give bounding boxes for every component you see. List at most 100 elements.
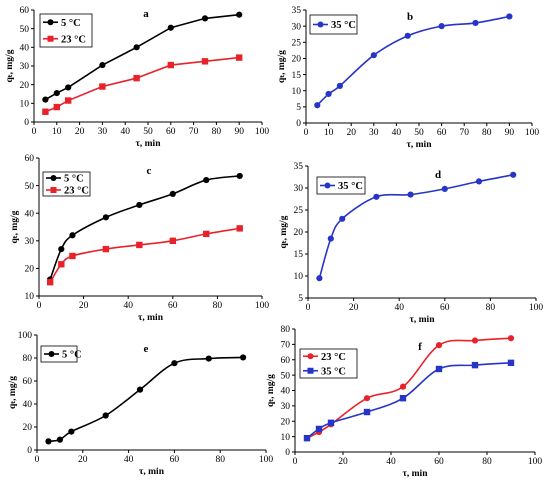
data-point: [471, 361, 479, 369]
y-tick-label: 60: [25, 154, 35, 164]
data-point: [236, 225, 243, 232]
y-tick-label: 10: [294, 272, 304, 282]
y-tick-label: 50: [25, 182, 35, 192]
x-tick-label: 40: [392, 128, 402, 138]
y-tick-label: 40: [25, 209, 35, 219]
legend-marker: [50, 187, 57, 193]
data-point: [133, 44, 140, 51]
y-tick-label: 0: [285, 448, 290, 458]
y-axis-title: qₜ, mg/g: [5, 49, 15, 82]
y-tick-label: 0: [24, 118, 29, 128]
y-axis-title: qₜ, mg/g: [266, 374, 276, 407]
data-point: [102, 214, 109, 221]
data-point: [435, 342, 443, 349]
y-tick-label: 30: [294, 184, 304, 194]
data-point: [68, 428, 75, 435]
legend-label: 35 °C: [331, 20, 356, 31]
y-tick-label: 15: [294, 250, 304, 260]
data-point: [438, 23, 445, 30]
x-axis-title: τ, min: [136, 139, 162, 149]
y-tick-label: 100: [18, 331, 33, 341]
series-line: [48, 356, 244, 443]
data-point: [65, 84, 72, 91]
x-tick-label: 40: [124, 455, 134, 465]
y-tick-label: 40: [20, 44, 30, 54]
x-tick-label: 20: [79, 301, 89, 311]
data-point: [475, 178, 483, 185]
y-tick-label: 25: [294, 206, 304, 216]
x-tick-label: 80: [482, 128, 492, 138]
panel-d: 0 20 40 60 80 100 5 10 15 20 25 30 35 τ, min qₜ, mg/g d…: [279, 162, 543, 325]
y-tick-label: 20: [281, 417, 291, 427]
y-tick-label: 5: [296, 103, 301, 113]
data-point: [65, 97, 72, 104]
y-axis-title: qₜ, mg/g: [277, 50, 287, 83]
y-tick-label: 80: [281, 325, 291, 335]
x-tick-label: 70: [459, 128, 469, 138]
y-tick-label: 20: [23, 423, 33, 433]
data-point: [303, 434, 311, 442]
x-tick-label: 60: [437, 128, 447, 138]
panel-e: 0 20 40 60 80 100 0 20 40 60 80 100 τ, min qₜ, mg/g e 5…: [8, 331, 273, 477]
data-point: [102, 245, 110, 253]
data-point: [370, 52, 377, 59]
panel-letter: c: [147, 165, 152, 177]
y-tick-label: 25: [292, 38, 302, 48]
legend-label: 23 °C: [321, 352, 346, 363]
x-tick-label: 90: [234, 127, 244, 137]
y-axis-title: qₜ, mg/g: [10, 210, 20, 243]
y-tick-label: 30: [20, 62, 30, 72]
data-point: [169, 190, 176, 197]
data-point: [325, 90, 332, 98]
y-tick-label: 30: [281, 402, 291, 412]
legend-label: 5 °C: [62, 350, 82, 361]
x-axis-title: τ, min: [139, 467, 165, 477]
x-tick-label: 30: [369, 128, 379, 138]
x-tick-label: 40: [120, 127, 130, 137]
x-axis-title: τ, min: [138, 313, 164, 323]
x-tick-label: 10: [52, 127, 62, 137]
data-point: [46, 279, 54, 286]
data-point: [201, 15, 209, 22]
y-tick-label: 80: [23, 354, 33, 364]
data-point: [507, 359, 515, 367]
x-tick-label: 40: [123, 301, 133, 311]
x-tick-label: 80: [213, 301, 223, 311]
x-tick-label: 60: [440, 303, 450, 313]
y-tick-label: 20: [20, 81, 30, 91]
y-tick-label: 60: [20, 6, 30, 16]
data-point: [171, 360, 178, 367]
legend-label: 5 °C: [64, 174, 84, 185]
series-line: [49, 227, 240, 283]
y-tick-label: 0: [296, 119, 301, 129]
data-point: [42, 108, 49, 115]
panel-a: 0 10 20 30 40 50 60 70 80 90 100 0 10 20 30 40 50 60 τ, mi…: [5, 6, 269, 149]
y-axis-title: qₜ, mg/g: [279, 215, 289, 248]
legend-marker: [324, 182, 331, 189]
data-point: [167, 24, 174, 31]
y-tick-label: 10: [25, 292, 35, 302]
x-tick-label: 80: [215, 455, 225, 465]
y-tick-label: 20: [292, 55, 302, 65]
data-point: [136, 201, 143, 209]
data-point: [314, 102, 321, 109]
data-point: [205, 355, 212, 362]
x-tick-label: 20: [346, 128, 356, 138]
x-axis-title: τ, min: [410, 315, 436, 325]
y-tick-label: 40: [23, 400, 33, 410]
x-tick-label: 0: [306, 303, 311, 313]
y-tick-label: 60: [281, 356, 291, 366]
y-tick-label: 10: [20, 100, 30, 110]
x-tick-label: 50: [414, 128, 424, 138]
data-point: [315, 425, 323, 433]
x-tick-label: 100: [525, 128, 540, 138]
data-point: [339, 215, 346, 222]
legend-label: 35 °C: [338, 181, 363, 192]
data-point: [133, 74, 140, 82]
legend-label: 23 °C: [61, 34, 86, 45]
x-tick-label: 0: [37, 301, 42, 311]
x-tick-label: 100: [255, 127, 270, 137]
x-tick-label: 80: [212, 127, 222, 137]
panel-letter: b: [407, 11, 413, 23]
